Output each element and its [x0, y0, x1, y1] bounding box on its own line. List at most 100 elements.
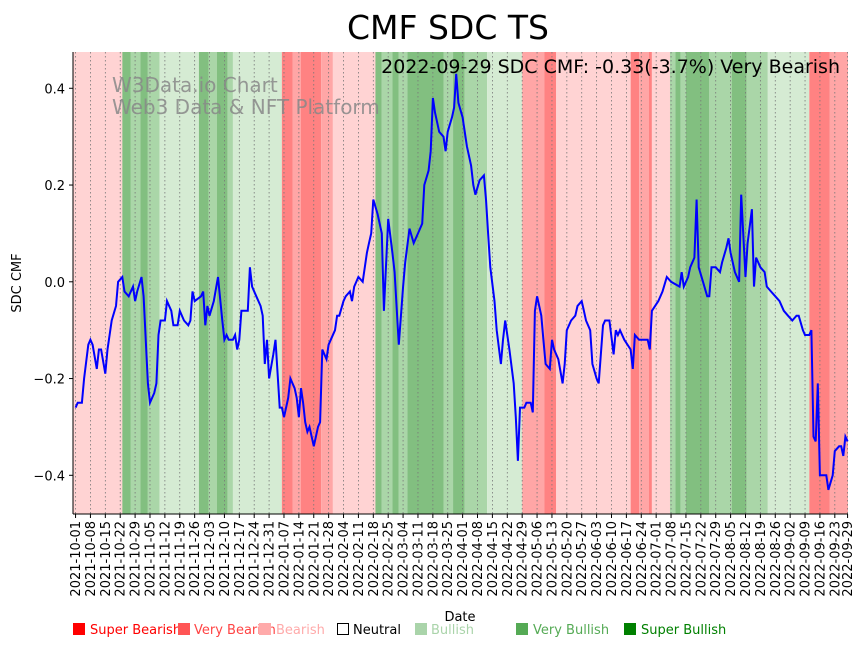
x-tick-label: 2022-04-22 [501, 521, 516, 597]
x-tick-label: 2022-05-06 [531, 521, 546, 597]
watermark-line-2: Web3 Data & NFT Platform [112, 95, 380, 119]
band-very-bullish [731, 52, 747, 514]
band-super-bearish [300, 52, 322, 514]
x-tick-label: 2021-12-10 [218, 521, 233, 597]
band-very-bullish [685, 52, 710, 514]
x-tick-label: 2022-07-22 [694, 521, 709, 597]
x-tick-label: 2022-05-20 [560, 521, 575, 597]
band-very-bullish [453, 52, 465, 514]
band-neutral-bullish [232, 52, 282, 514]
band-super-bearish [648, 52, 652, 514]
x-tick-label: 2022-04-15 [486, 521, 501, 597]
x-ticks: 2021-10-01 2021-10-08 2021-10-15 2021-10-22… [69, 514, 856, 597]
band-very-bearish [292, 52, 301, 514]
band-very-bullish [198, 52, 209, 514]
x-tick-label: 2021-10-08 [84, 521, 99, 597]
x-tick-label: 2022-02-04 [337, 521, 352, 597]
x-tick-label: 2021-12-31 [263, 521, 278, 597]
legend-label: Super Bearish [90, 623, 181, 638]
legend-swatch [624, 623, 636, 635]
legend-swatch [178, 623, 190, 635]
band-neutral-bullish [767, 52, 810, 514]
x-tick-label: 2022-01-21 [307, 521, 322, 597]
x-tick-label: 2022-08-05 [724, 521, 739, 597]
x-tick-label: 2022-08-19 [754, 521, 769, 597]
x-tick-label: 2022-01-07 [277, 521, 292, 597]
band-neutral-bullish [159, 52, 199, 514]
x-tick-label: 2022-06-03 [590, 521, 605, 597]
x-axis-label: Date [444, 610, 475, 625]
band-super-bearish [281, 52, 293, 514]
band-super-bearish [809, 52, 830, 514]
band-very-bullish [122, 52, 131, 514]
x-tick-label: 2021-10-29 [129, 521, 144, 597]
band-bullish [464, 52, 488, 514]
band-bearish [73, 52, 123, 514]
x-tick-label: 2021-10-22 [114, 521, 129, 597]
legend-swatch [516, 623, 528, 635]
latest-value-annotation: 2022-09-29 SDC CMF: -0.33(-3.7%) Very Be… [381, 56, 840, 78]
x-tick-label: 2021-10-01 [69, 521, 84, 597]
y-tick-label: −0.2 [33, 373, 65, 388]
band-very-bullish [675, 52, 681, 514]
chart-title: CMF SDC TS [347, 8, 549, 47]
x-tick-label: 2021-11-12 [158, 521, 173, 597]
legend-label: Super Bullish [641, 623, 726, 638]
band-bullish [443, 52, 454, 514]
x-tick-label: 2022-09-29 [841, 521, 856, 597]
band-bullish [130, 52, 141, 514]
x-tick-label: 2022-03-18 [426, 521, 441, 597]
legend-label: Bearish [276, 623, 325, 638]
watermark-line-1: W3Data.io Chart [112, 73, 278, 97]
x-tick-label: 2022-07-01 [650, 521, 665, 597]
x-tick-label: 2022-07-29 [709, 521, 724, 597]
x-tick-label: 2021-12-17 [233, 521, 248, 597]
band-very-bullish [140, 52, 148, 514]
band-bearish [556, 52, 631, 514]
sentiment-bands [73, 52, 848, 514]
legend-label: Neutral [353, 623, 401, 638]
x-tick-label: 2021-12-24 [248, 521, 263, 597]
cmf-line [74, 73, 849, 491]
band-bullish [147, 52, 160, 514]
legend-label: Bullish [431, 623, 474, 638]
x-tick-label: 2022-07-08 [665, 521, 680, 597]
x-tick-label: 2022-03-04 [397, 521, 412, 597]
band-super-bearish [630, 52, 640, 514]
x-tick-label: 2022-09-16 [813, 521, 828, 597]
x-tick-label: 2022-01-28 [322, 521, 337, 597]
band-very-bullish [407, 52, 444, 514]
y-axis-label: SDC CMF [10, 253, 25, 312]
x-tick-label: 2021-11-19 [173, 521, 188, 597]
band-very-bearish [522, 52, 545, 514]
band-bearish [332, 52, 376, 514]
x-tick-label: 2022-04-29 [516, 521, 531, 597]
y-tick-label: −0.4 [33, 469, 65, 484]
x-tick-label: 2022-08-12 [739, 521, 754, 597]
band-bullish [746, 52, 768, 514]
x-tick-label: 2022-04-08 [471, 521, 486, 597]
y-tick-label: 0.2 [44, 179, 65, 194]
x-tick-label: 2022-09-09 [799, 521, 814, 597]
x-tick-label: 2022-02-11 [352, 521, 367, 597]
x-tick-label: 2022-05-13 [545, 521, 560, 597]
band-very-bullish [216, 52, 228, 514]
legend-label: Very Bullish [533, 623, 609, 638]
y-tick-label: 0.4 [44, 82, 65, 97]
x-tick-label: 2021-12-03 [203, 521, 218, 597]
band-bullish [227, 52, 233, 514]
x-tick-label: 2021-10-15 [99, 521, 114, 597]
x-tick-label: 2022-02-18 [367, 521, 382, 597]
x-tick-label: 2022-09-23 [828, 521, 843, 597]
band-very-bearish [639, 52, 649, 514]
legend-label: Very Bearish [194, 623, 276, 638]
band-very-bullish [375, 52, 382, 514]
legend-swatch [415, 623, 427, 635]
y-tick-label: 0.0 [44, 276, 65, 291]
x-tick-label: 2022-06-17 [620, 521, 635, 597]
legend-swatch [73, 623, 85, 635]
x-tick-label: 2022-06-24 [635, 521, 650, 597]
legend-swatch [337, 623, 349, 635]
x-tick-label: 2021-11-26 [188, 521, 203, 597]
